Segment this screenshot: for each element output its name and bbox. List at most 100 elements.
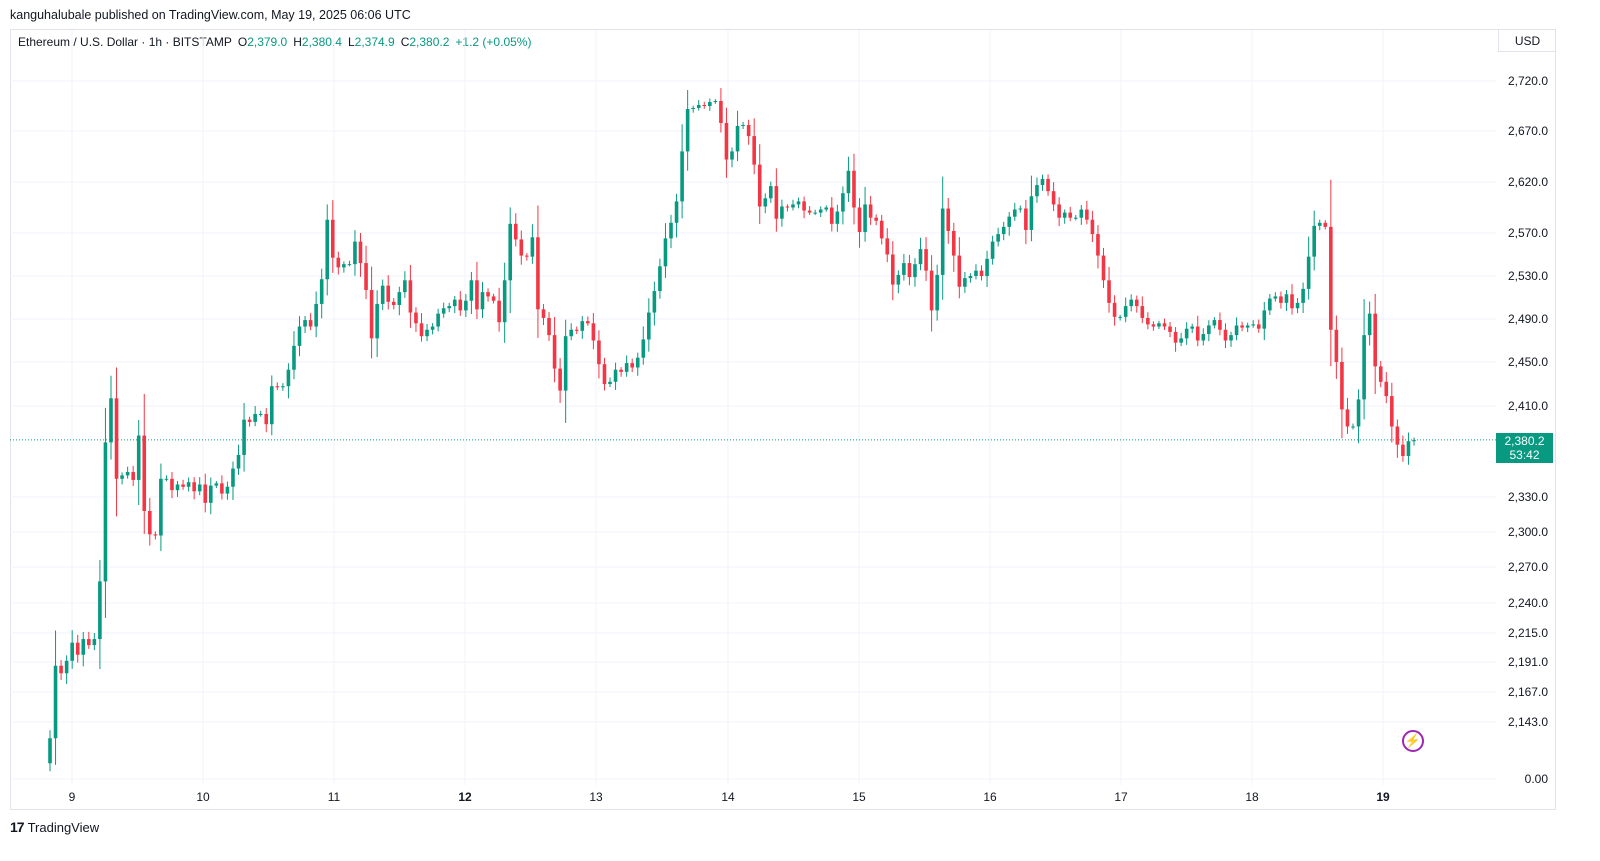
y-axis-labels: 2,720.0 2,670.0 2,620.0 2,570.0 2,530.0 2,490…	[1508, 74, 1548, 786]
candle-body	[757, 164, 762, 207]
candle-body	[1140, 306, 1145, 318]
candle-body	[253, 413, 257, 422]
candle-body	[874, 217, 878, 221]
candle-body	[635, 357, 640, 368]
candle-body	[1212, 320, 1217, 326]
candle-body	[957, 255, 962, 287]
y-tick-label: 2,620.0	[1508, 175, 1548, 189]
symbol-title[interactable]: Ethereum / U.S. Dollar · 1h · BITSTAMP	[18, 35, 232, 49]
candle-body	[730, 151, 734, 160]
candle-body	[885, 238, 890, 255]
x-tick-label: 19	[1376, 790, 1390, 804]
candle-body	[486, 292, 490, 297]
candle-body	[53, 665, 58, 739]
y-tick-label: 2,300.0	[1508, 525, 1548, 539]
candle-body	[1245, 325, 1250, 328]
candle-body	[369, 289, 374, 339]
candle-body	[469, 280, 474, 301]
candle-body	[763, 198, 768, 207]
publisher-line: kanguhalubale published on TradingView.c…	[10, 8, 411, 22]
candle-body	[525, 255, 529, 257]
candle-body	[1306, 256, 1311, 289]
candle-body	[364, 263, 368, 290]
candle-body	[841, 193, 845, 212]
candle-body	[586, 321, 590, 324]
lightning-icon[interactable]: ⚡	[1402, 730, 1424, 752]
candle-body	[336, 257, 341, 268]
candle-body	[159, 478, 163, 536]
candle-body	[1190, 326, 1195, 329]
candle-body	[1362, 335, 1366, 400]
candle-body	[835, 211, 840, 224]
open-label: O	[237, 35, 248, 49]
candle-body	[896, 274, 901, 285]
candle-body	[547, 317, 551, 336]
candle-body	[225, 486, 230, 494]
candle-body	[1168, 326, 1172, 332]
candle-body	[1223, 329, 1228, 341]
candle-body	[1162, 323, 1167, 327]
candle-body	[674, 201, 679, 223]
tradingview-logo[interactable]: 17 TradingView	[10, 819, 99, 835]
candle-body	[1201, 334, 1206, 341]
candle-body	[902, 263, 906, 275]
candle-body	[1373, 313, 1377, 367]
candle-body	[780, 206, 784, 219]
candle-body	[1262, 310, 1267, 329]
candle-body	[142, 435, 147, 511]
candle-body	[879, 220, 884, 239]
candle-body	[1356, 399, 1361, 427]
candle-body	[591, 323, 596, 341]
candle-body	[935, 274, 939, 311]
candle-body	[619, 369, 623, 372]
candle-body	[708, 102, 712, 106]
candle-body	[1367, 313, 1372, 336]
y-tick-label: 2,240.0	[1508, 596, 1548, 610]
candle-body	[447, 306, 452, 309]
candle-body	[990, 241, 995, 259]
candle-body	[735, 126, 740, 152]
last-price-value: 2,380.2	[1504, 434, 1545, 448]
candle-body	[818, 209, 823, 213]
candle-body	[1384, 381, 1389, 397]
candle-body	[1195, 326, 1200, 341]
candle-body	[491, 296, 496, 301]
x-tick-label: 11	[328, 790, 341, 804]
candle-body	[1151, 324, 1156, 327]
candle-body	[1029, 196, 1034, 230]
candle-body	[330, 219, 335, 258]
x-tick-label: 16	[983, 790, 997, 804]
candle-body	[208, 485, 213, 503]
candle-body	[114, 398, 119, 479]
candles	[48, 88, 1416, 772]
candle-body	[1179, 338, 1183, 343]
candle-body	[92, 639, 97, 646]
candle-body	[796, 201, 801, 205]
x-tick-label: 9	[69, 790, 76, 804]
candle-body	[1123, 306, 1128, 317]
candle-body	[192, 482, 196, 492]
candle-body	[913, 264, 917, 278]
candle-body	[441, 308, 446, 314]
candle-body	[391, 301, 396, 306]
candle-body	[974, 270, 978, 276]
candle-body	[1229, 335, 1233, 341]
candle-body	[1046, 178, 1050, 192]
tv-logo-icon: 17	[10, 819, 25, 835]
candle-body	[1085, 209, 1089, 220]
candle-body	[574, 329, 579, 331]
candle-body	[1079, 209, 1084, 218]
candle-body	[1295, 302, 1300, 309]
candle-body	[1146, 317, 1150, 325]
currency-label[interactable]: USD	[1498, 30, 1556, 52]
symbol-legend[interactable]: Ethereum / U.S. Dollar · 1h · BITSTAMP O…	[18, 35, 531, 49]
candle-body	[269, 386, 274, 425]
candle-body	[647, 312, 651, 340]
candle-body	[1157, 323, 1161, 327]
x-axis-labels: 9 10 11 12 13 14 15 16 17 18 19	[69, 790, 1390, 804]
candle-body	[1096, 234, 1100, 256]
chart-frame	[10, 29, 1556, 810]
candle-body	[358, 241, 363, 264]
candle-body	[696, 105, 701, 108]
